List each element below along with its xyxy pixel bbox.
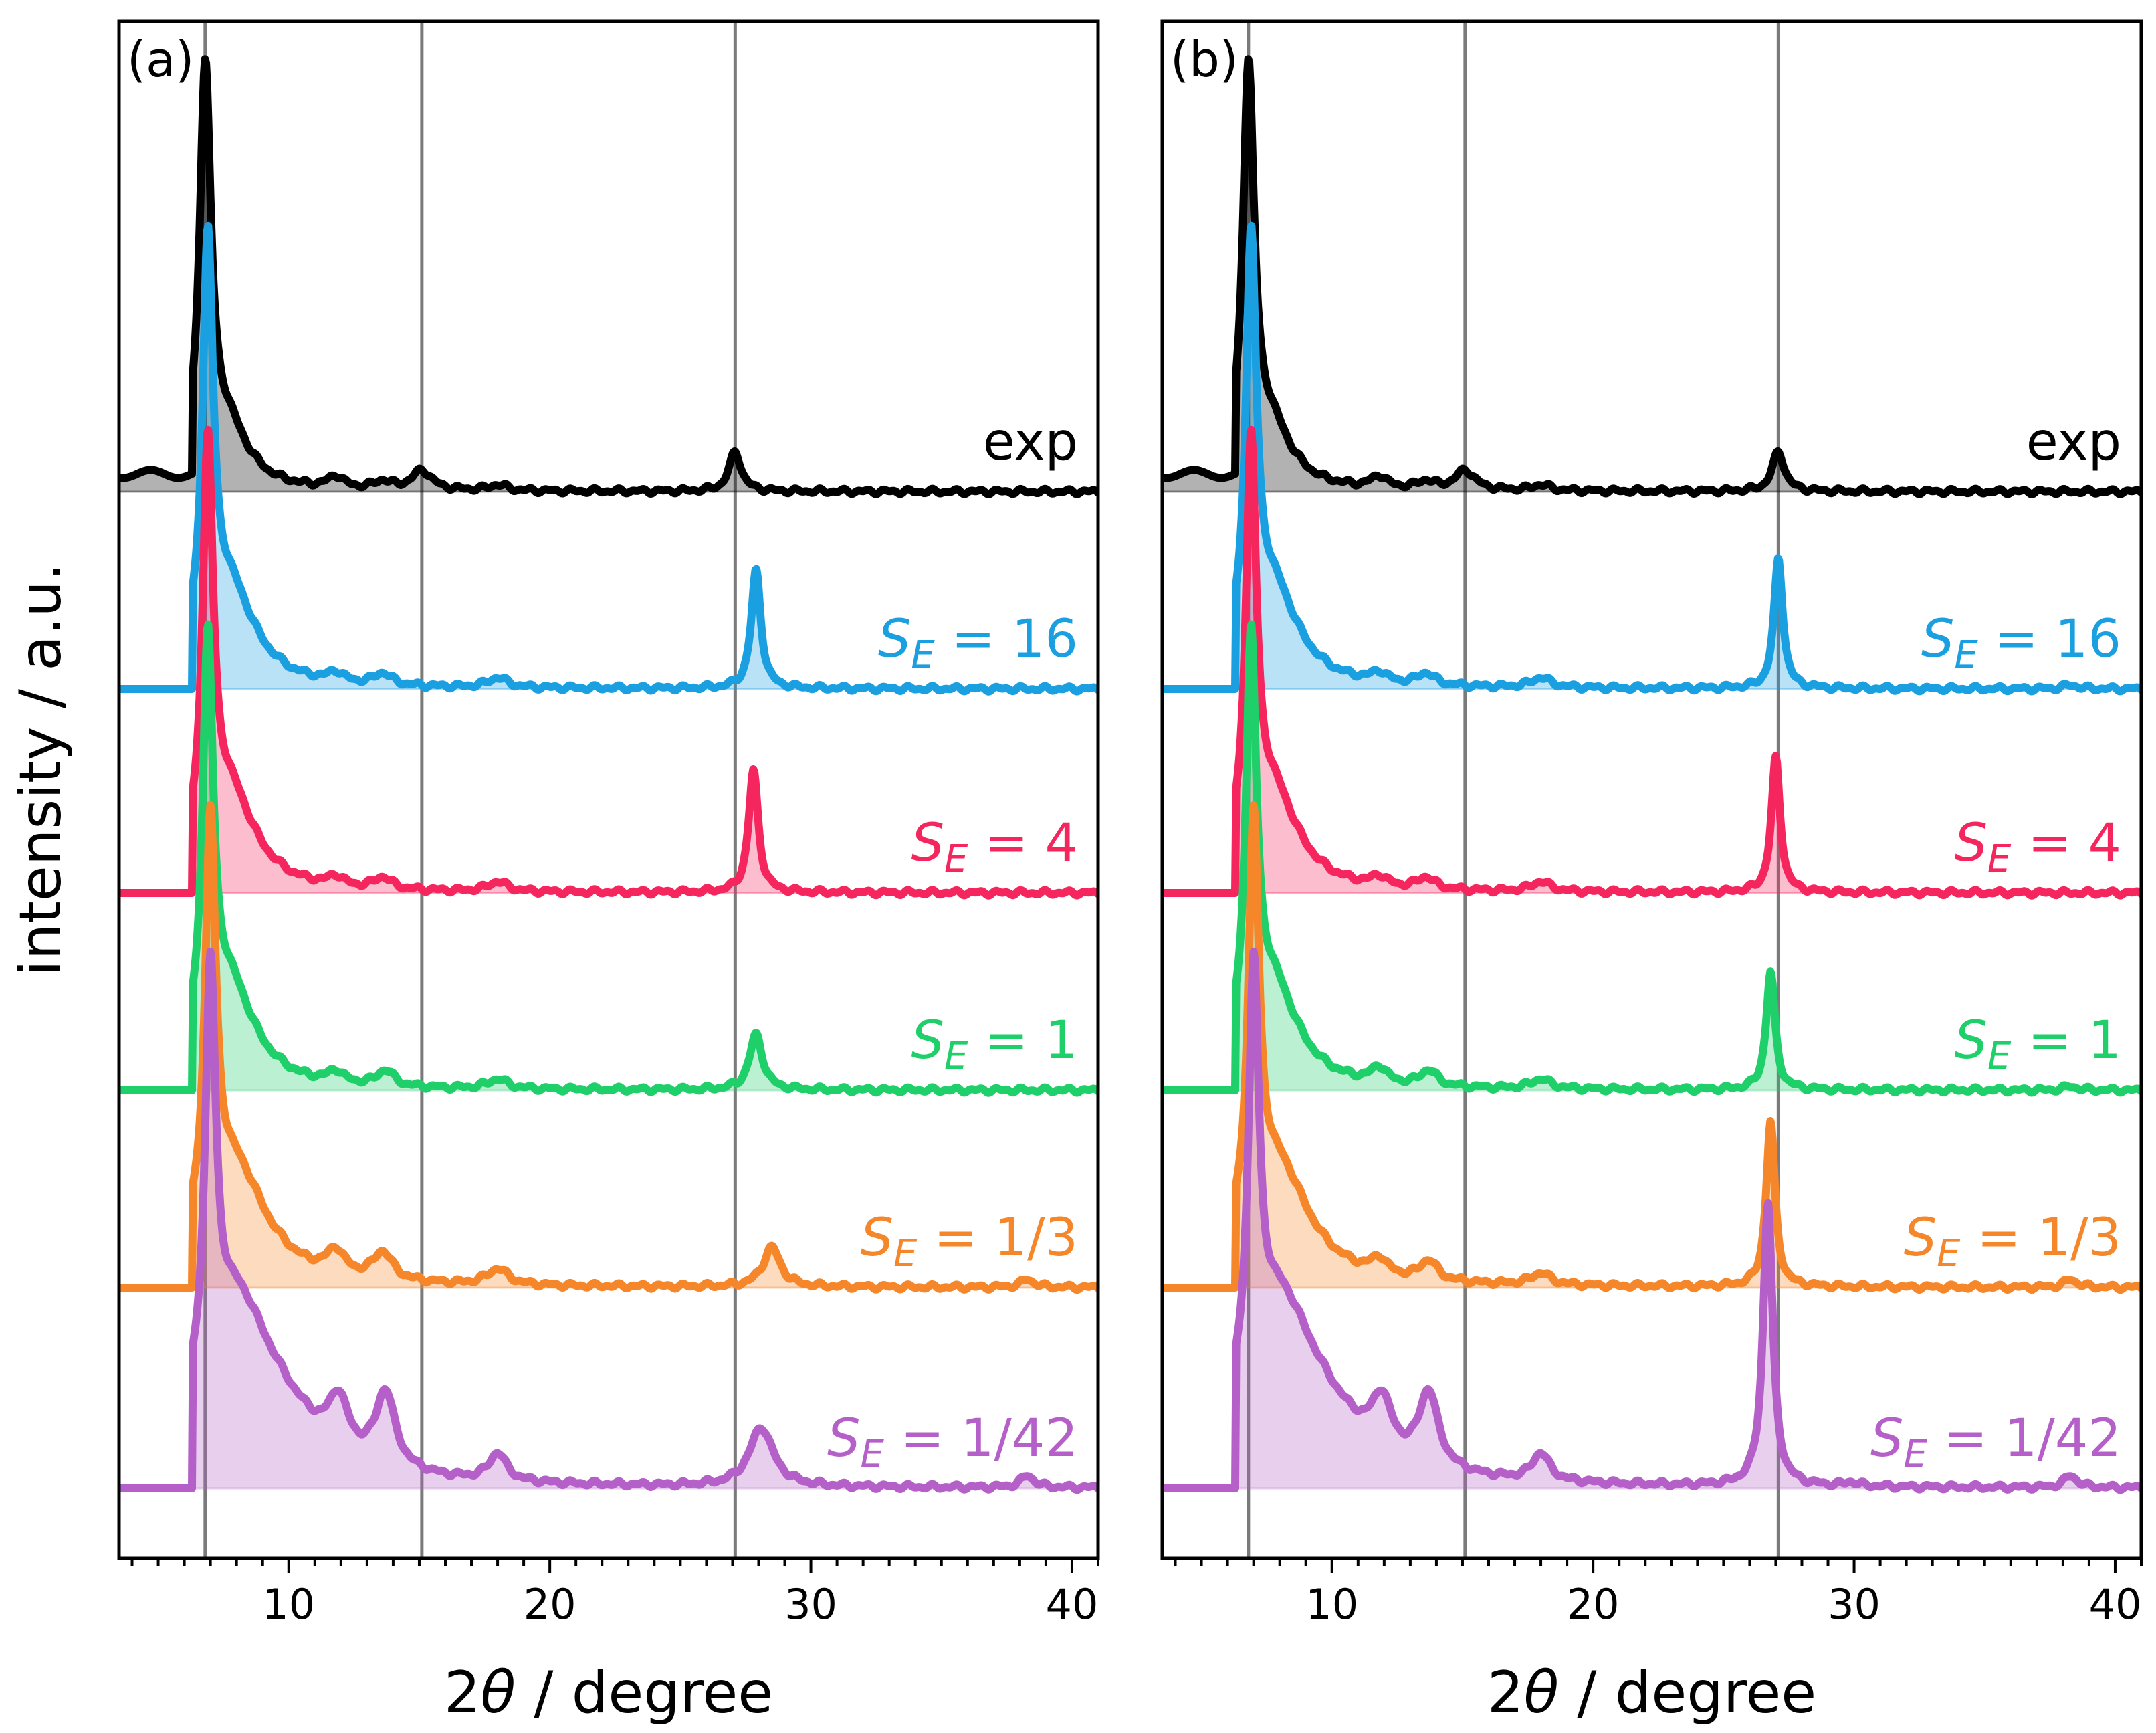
x-axis-label: 2θ / degree [444,1659,773,1726]
series-s-e-4-line [119,425,1098,900]
x-axis-label: 2θ / degree [1487,1659,1816,1726]
series-s-e-1-3-line [1162,801,2141,1294]
series-s-e-1-42-line [119,947,1098,1494]
series-label-subscript: E [944,837,968,881]
series-s-e-1-3-fill [1162,805,2141,1290]
series-label-value: = 16 [935,609,1078,670]
series-s-e-1-label: SE = 1 [911,1011,1078,1078]
series-s-e-1-42-line [1162,947,2141,1494]
x-tick-label-10: 10 [1305,1580,1358,1629]
series-s-e-1-3-label: SE = 1/3 [1904,1208,2121,1276]
series-label-subscript: E [893,1232,918,1276]
series-label-value: = 4 [968,813,1078,874]
series-label-subscript: E [911,633,935,677]
plot-area [1162,21,2141,1558]
x-axis-label-theta: θ [1524,1659,1559,1726]
x-axis-label-prefix: 2 [444,1659,481,1726]
series-label-base: S [878,609,911,670]
series-s-e-1-3-fill [119,805,1098,1290]
series-label-subscript: E [944,1035,968,1078]
series-label-value: = 1/3 [918,1208,1078,1268]
x-tick-label-30: 30 [1828,1580,1880,1629]
series-label-base: S [1955,1011,1988,1071]
plot-frame [1160,19,2143,1560]
series-exp-line [119,55,1098,498]
series-s-e-1-3-line [119,801,1098,1294]
series-label-subscript: E [1904,1433,1928,1476]
series-s-e-1-42-label: SE = 1/42 [1870,1409,2121,1476]
series-s-e-16-label: SE = 16 [1921,609,2121,677]
series-s-e-1-line [119,620,1098,1097]
series-label-base: S [911,1011,945,1071]
series-s-e-1-42-fill [119,951,1098,1490]
x-tick-label-20: 20 [524,1580,576,1629]
series-s-e-16-line [1162,221,2141,696]
series-label-base: S [1904,1208,1937,1268]
series-s-e-16-line [119,221,1098,696]
series-label-base: S [1955,813,1988,874]
series-s-e-1-label: SE = 1 [1955,1011,2121,1078]
series-s-e-4-label: SE = 4 [1955,813,2121,881]
series-label-base: S [1921,609,1955,670]
series-label-base: S [827,1409,861,1469]
series-exp-line [1162,55,2141,498]
x-axis-label-unit: / degree [1559,1659,1816,1726]
panel-label: (b) [1170,31,1238,88]
plot-frame [117,19,1100,1560]
x-tick-label-40: 40 [1046,1580,1099,1629]
series-label-subscript: E [1987,837,2012,881]
series-label-subscript: E [1987,1035,2012,1078]
series-label-value: = 16 [1978,609,2121,670]
series-label-subscript: E [861,1433,885,1476]
series-s-e-4-label: SE = 4 [911,813,1078,881]
plot-area [119,21,1098,1558]
series-s-e-1-42-label: SE = 1/42 [827,1409,1078,1476]
series-label-value: = 1/42 [884,1409,1078,1469]
series-s-e-4-line [1162,425,2141,900]
series-label-value: = 1 [2011,1011,2121,1071]
series-s-e-1-42-fill [1162,951,2141,1490]
series-s-e-16-label: SE = 16 [878,609,1078,677]
x-tick-label-40: 40 [2089,1580,2142,1629]
series-label-base: S [861,1208,894,1268]
x-axis-label-unit: / degree [516,1659,773,1726]
series-exp-label: exp [2026,412,2121,472]
series-label-value: = 1/3 [1961,1208,2121,1268]
x-tick-label-10: 10 [262,1580,315,1629]
series-label-subscript: E [1954,633,1978,677]
x-tick-label-30: 30 [784,1580,837,1629]
series-label-base: S [911,813,945,874]
y-axis-label: intensity / a.u. [7,563,74,976]
panel-label: (a) [127,31,194,88]
x-axis-label-prefix: 2 [1487,1659,1524,1726]
series-label-value: = 1/42 [1927,1409,2121,1469]
series-label-value: = 1 [968,1011,1078,1071]
series-label-subscript: E [1937,1232,1961,1276]
series-label-value: = 4 [2011,813,2121,874]
x-axis-label-theta: θ [481,1659,516,1726]
series-s-e-1-line [1162,620,2141,1097]
series-exp-label: exp [983,412,1078,472]
series-label-base: S [1870,1409,1904,1469]
series-s-e-1-3-label: SE = 1/3 [861,1208,1078,1276]
x-tick-label-20: 20 [1567,1580,1620,1629]
